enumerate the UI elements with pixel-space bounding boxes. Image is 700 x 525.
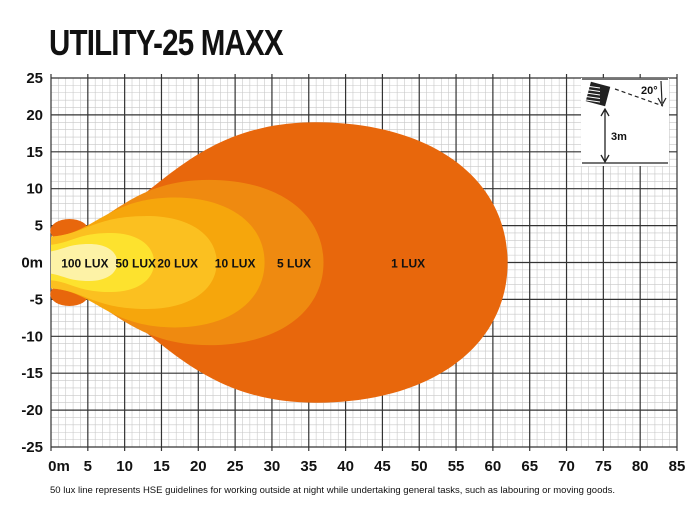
light-icon-stripe — [585, 96, 601, 99]
x-tick-label: 55 — [448, 458, 465, 475]
beam-angle-line — [614, 88, 664, 107]
x-tick-label: 80 — [632, 458, 649, 475]
x-tick-label: 10 — [116, 458, 133, 475]
contour-label: 5 LUX — [277, 257, 311, 271]
light-icon-stripe — [585, 89, 601, 92]
light-icon-stripe — [585, 92, 601, 96]
x-tick-label: 70 — [558, 458, 575, 475]
x-tick-label: 60 — [485, 458, 502, 475]
contour-label: 20 LUX — [157, 257, 198, 271]
chart-title: UTILITY-25 MAXX — [49, 22, 284, 63]
inset-height-label: 3m — [611, 131, 627, 143]
light-icon-stripe — [585, 85, 601, 89]
x-tick-label: 75 — [595, 458, 612, 475]
x-tick-label: 65 — [521, 458, 538, 475]
x-tick-label: 35 — [300, 458, 317, 475]
contour-label: 10 LUX — [215, 257, 256, 271]
x-tick-label: 15 — [153, 458, 170, 475]
x-tick-label: 5 — [84, 458, 92, 475]
y-tick-label: -20 — [21, 402, 43, 419]
x-tick-label: 50 — [411, 458, 428, 475]
y-tick-label: -5 — [30, 291, 43, 308]
footnote: 50 lux line represents HSE guidelines fo… — [50, 485, 616, 496]
y-tick-label: 25 — [26, 70, 43, 87]
light-icon-stripe — [585, 99, 601, 103]
contour-label: 50 LUX — [115, 257, 156, 271]
y-tick-label: -15 — [21, 365, 43, 382]
y-tick-label: 10 — [26, 181, 43, 198]
y-tick-label: 15 — [26, 144, 43, 161]
y-tick-label: -25 — [21, 439, 43, 456]
y-tick-label: 20 — [26, 107, 43, 124]
height-arrow-icon — [600, 107, 610, 164]
x-tick-label: 30 — [264, 458, 281, 475]
inset-angle-label: 20° — [641, 85, 658, 97]
y-tick-label: -10 — [21, 328, 43, 345]
contour-100-lux — [51, 244, 118, 281]
x-tick-label: 25 — [227, 458, 244, 475]
x-tick-label: 0m — [48, 458, 70, 475]
contour-label: 1 LUX — [391, 257, 425, 271]
x-tick-label: 45 — [374, 458, 391, 475]
y-tick-label: 0m — [21, 255, 43, 272]
y-tick-label: 5 — [35, 218, 43, 235]
x-tick-label: 85 — [669, 458, 686, 475]
x-tick-label: 20 — [190, 458, 207, 475]
light-icon — [585, 81, 611, 107]
x-tick-label: 40 — [337, 458, 354, 475]
angle-arrow-icon — [657, 80, 667, 107]
contour-label: 100 LUX — [61, 257, 108, 271]
